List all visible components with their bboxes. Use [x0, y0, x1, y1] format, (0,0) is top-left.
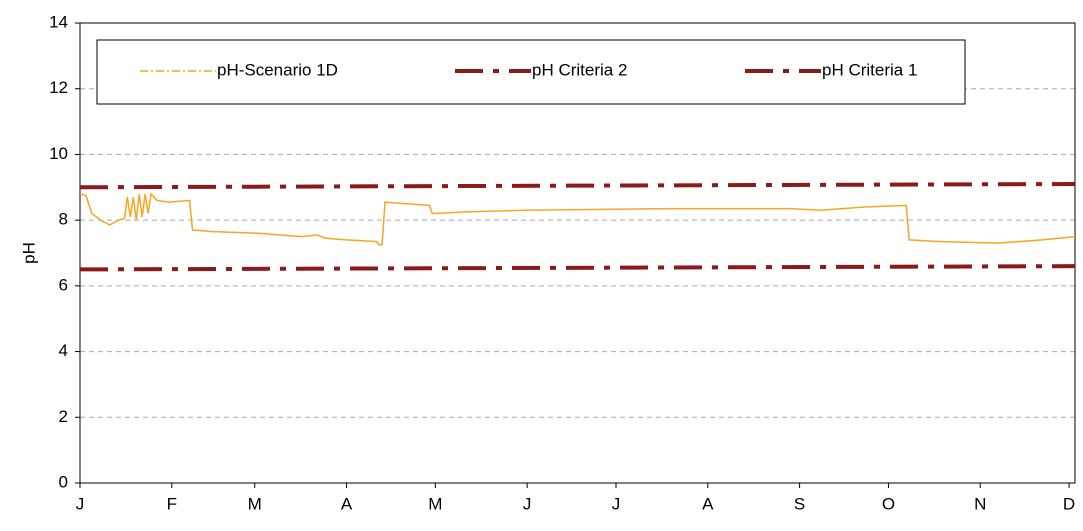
y-axis-label: pH: [19, 242, 38, 264]
y-tick-label: 8: [59, 210, 68, 229]
legend-label: pH Criteria 1: [822, 60, 917, 79]
x-tick-label: J: [76, 494, 85, 513]
y-tick-label: 2: [59, 407, 68, 426]
series-line: [79, 192, 1076, 246]
x-tick-label: J: [612, 494, 621, 513]
series-line: [79, 182, 1076, 190]
y-tick-label: 0: [59, 472, 68, 491]
y-tick-label: 14: [49, 12, 68, 31]
x-tick-label: M: [248, 494, 262, 513]
x-tick-label: F: [167, 494, 177, 513]
x-tick-label: D: [1063, 494, 1075, 513]
x-tick-label: A: [341, 494, 353, 513]
x-tick-label: M: [428, 494, 442, 513]
y-tick-label: 10: [49, 144, 68, 163]
x-tick-label: O: [882, 494, 895, 513]
series-line: [79, 264, 1076, 272]
legend-label: pH-Scenario 1D: [217, 60, 338, 79]
x-tick-label: S: [794, 494, 805, 513]
legend-label: pH Criteria 2: [532, 60, 627, 79]
y-tick-label: 12: [49, 78, 68, 97]
x-tick-label: N: [974, 494, 986, 513]
y-tick-label: 4: [59, 341, 68, 360]
plot-frame: [79, 22, 1076, 484]
x-tick-label: A: [702, 494, 714, 513]
x-tick-label: J: [523, 494, 532, 513]
y-tick-label: 6: [59, 275, 68, 294]
